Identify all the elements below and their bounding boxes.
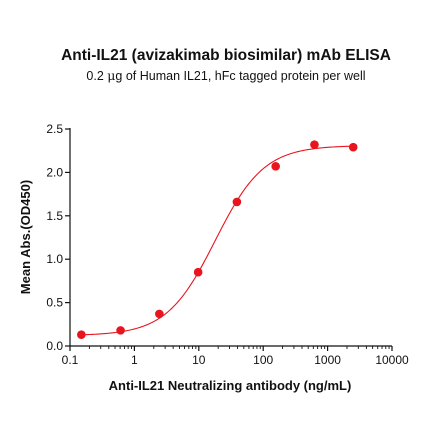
x-tick-label: 100	[253, 353, 273, 367]
data-point	[77, 330, 86, 340]
subtitle-mu: μ	[107, 68, 115, 83]
x-tick-label: 0.1	[62, 353, 79, 367]
chart-title: Anti-IL21 (avizakimab biosimilar) mAb EL…	[61, 47, 391, 64]
subtitle-prefix: 0.2	[86, 69, 107, 83]
y-tick-label: 0.5	[46, 296, 63, 310]
data-point	[232, 197, 242, 207]
y-tick-label: 1.0	[46, 252, 63, 266]
x-tick-label: 10000	[375, 353, 409, 367]
y-tick-label: 2.5	[46, 122, 63, 136]
x-ticks: 0.1 1 10 100 1000 10000	[62, 346, 409, 367]
data-point	[310, 140, 319, 149]
data-points	[77, 140, 358, 340]
data-point	[348, 142, 358, 152]
chart-subtitle: 0.2 μg of Human IL21, hFc tagged protein…	[86, 68, 365, 83]
data-point	[116, 326, 125, 335]
x-tick-label: 1	[131, 353, 138, 367]
y-tick-label: 2.0	[46, 165, 63, 179]
x-tick-label: 10	[192, 353, 206, 367]
y-ticks: 0.0 0.5 1.0 1.5 2.0 2.5	[46, 122, 70, 353]
fit-curve-line	[81, 145, 354, 336]
x-axis-label: Anti-IL21 Neutralizing antibody (ng/mL)	[109, 378, 352, 393]
x-tick-label: 1000	[314, 353, 341, 367]
y-axis-label: Mean Abs.(OD450)	[18, 180, 33, 294]
y-tick-label: 0.0	[46, 339, 63, 353]
data-point	[271, 162, 280, 171]
data-point	[155, 309, 164, 319]
y-tick-label: 1.5	[46, 209, 63, 223]
subtitle-suffix: g of Human IL21, hFc tagged protein per …	[115, 69, 365, 83]
data-point	[193, 267, 203, 277]
